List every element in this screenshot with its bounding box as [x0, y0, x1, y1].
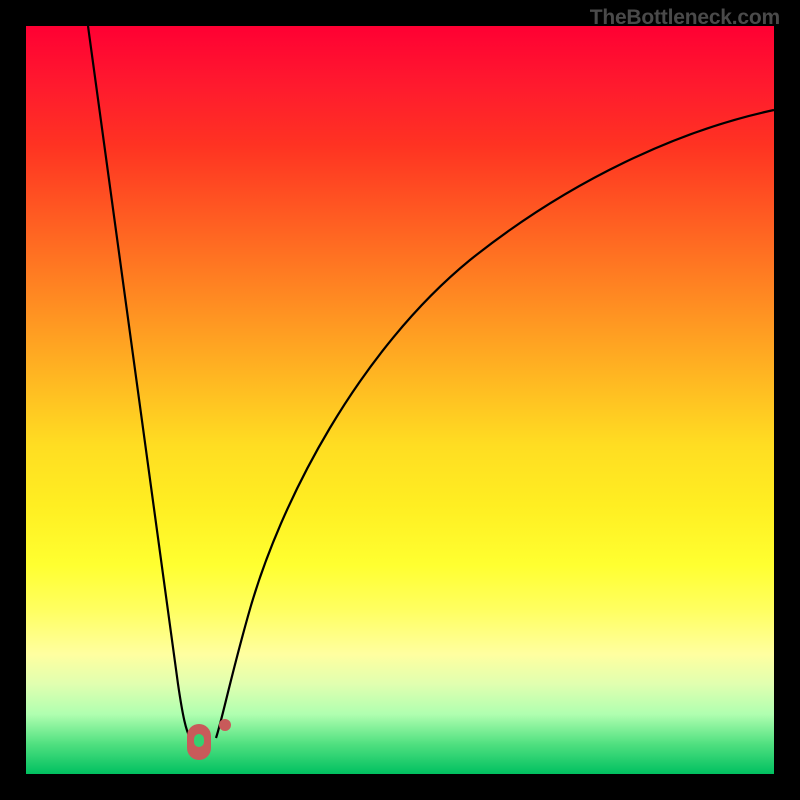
chart-figure: { "figure": { "type": "line", "backgroun… [0, 0, 800, 800]
watermark-text: TheBottleneck.com [590, 6, 780, 30]
marker-small-dot [219, 719, 231, 731]
marker-u-hole [194, 734, 204, 747]
plot-area [26, 26, 774, 774]
